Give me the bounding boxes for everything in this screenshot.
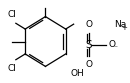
Text: O: O bbox=[85, 20, 92, 29]
Text: OH: OH bbox=[70, 69, 84, 78]
Text: O: O bbox=[85, 60, 92, 69]
Text: Cl: Cl bbox=[8, 10, 17, 19]
Text: S: S bbox=[86, 40, 92, 50]
Text: +: + bbox=[121, 25, 127, 31]
Text: Cl: Cl bbox=[8, 64, 17, 73]
Text: ⁻: ⁻ bbox=[114, 44, 118, 53]
Text: Na: Na bbox=[114, 20, 126, 29]
Text: O: O bbox=[108, 40, 115, 49]
